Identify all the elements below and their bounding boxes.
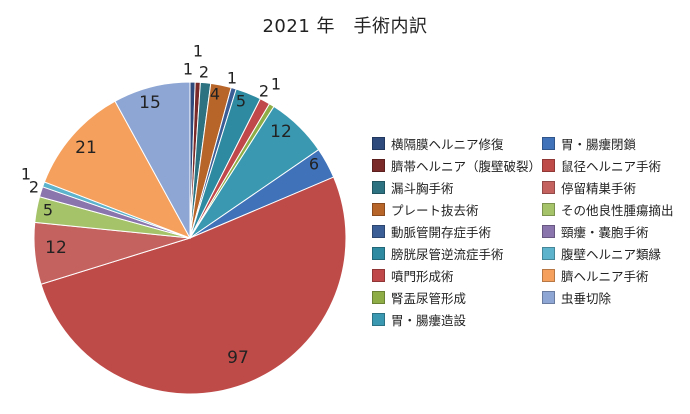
legend-label: 虫垂切除 (561, 290, 612, 306)
legend-label: 臍帯ヘルニア（腹壁破裂） (391, 158, 542, 174)
legend-label: 膀胱尿管逆流症手術 (391, 246, 504, 262)
legend-swatch (542, 158, 555, 172)
legend-item: 臍帯ヘルニア（腹壁破裂） (372, 156, 542, 174)
legend-item: 膀胱尿管逆流症手術 (372, 244, 542, 262)
legend-item: 胃・腸瘻造設 (372, 310, 542, 328)
legend-label: 噴門形成術 (391, 268, 454, 284)
legend-label: 動脈管開存症手術 (391, 224, 492, 240)
legend-label: 頸瘻・嚢胞手術 (561, 224, 649, 240)
data-label: 1 (21, 165, 31, 184)
legend-swatch (542, 268, 555, 282)
data-label: 12 (45, 238, 67, 258)
legend-item: 噴門形成術 (372, 266, 542, 284)
data-label: 2 (259, 82, 269, 101)
data-label: 1 (271, 75, 281, 94)
pie-slice (40, 176, 347, 395)
legend-item: 胃・腸瘻閉鎖 (542, 134, 682, 152)
legend-item: 停留精巣手術 (542, 178, 682, 196)
legend-label: プレート抜去術 (391, 202, 479, 218)
data-label: 6 (309, 155, 319, 174)
pie-slice (114, 81, 191, 239)
legend-label: 胃・腸瘻閉鎖 (561, 136, 637, 152)
legend-item: 腎盂尿管形成 (372, 288, 542, 306)
legend-swatch (372, 136, 385, 150)
legend-item: 臍ヘルニア手術 (542, 266, 682, 284)
legend-swatch (372, 246, 385, 260)
data-label: 1 (193, 42, 203, 61)
legend-item: 腹壁ヘルニア類縁 (542, 244, 682, 262)
legend-item: プレート抜去術 (372, 200, 542, 218)
legend-item: 動脈管開存症手術 (372, 222, 542, 240)
legend-swatch (372, 202, 385, 216)
legend-swatch (542, 180, 555, 194)
legend-item: 横隔膜ヘルニア修復 (372, 134, 542, 152)
data-label: 1 (183, 60, 193, 79)
data-label: 2 (29, 178, 39, 197)
legend-swatch (372, 290, 385, 304)
legend-swatch (542, 290, 555, 304)
pie-slice (43, 100, 192, 239)
legend-item: 虫垂切除 (542, 288, 682, 306)
legend-swatch (542, 202, 555, 216)
data-label: 15 (139, 93, 161, 113)
legend-label: 鼠径ヘルニア手術 (561, 158, 662, 174)
legend-label: 腹壁ヘルニア類縁 (561, 246, 662, 262)
legend-item: 漏斗胸手術 (372, 178, 542, 196)
legend-swatch (372, 312, 385, 326)
data-label: 1 (227, 69, 237, 88)
legend-label: その他良性腫瘍摘出 (561, 202, 674, 218)
legend-item: 鼠径ヘルニア手術 (542, 156, 682, 174)
data-label: 5 (43, 201, 53, 220)
chart-title: 2021 年 手術内訳 (262, 16, 428, 37)
legend-swatch (542, 246, 555, 260)
legend-swatch (372, 180, 385, 194)
legend-swatch (542, 136, 555, 150)
data-label: 5 (236, 92, 246, 111)
legend-label: 臍ヘルニア手術 (561, 268, 649, 284)
legend-label: 漏斗胸手術 (391, 180, 454, 196)
legend-label: 停留精巣手術 (561, 180, 637, 196)
data-label: 97 (227, 348, 249, 368)
data-label: 21 (75, 138, 97, 158)
legend-swatch (372, 224, 385, 238)
legend-item: 頸瘻・嚢胞手術 (542, 222, 682, 240)
legend-label: 腎盂尿管形成 (391, 290, 467, 306)
legend: 横隔膜ヘルニア修復 胃・腸瘻閉鎖臍帯ヘルニア（腹壁破裂） 鼠径ヘルニア手術漏斗胸手術… (372, 134, 690, 328)
legend-item: その他良性腫瘍摘出 (542, 200, 682, 218)
legend-swatch (372, 158, 385, 172)
legend-label: 横隔膜ヘルニア修復 (391, 136, 504, 152)
data-label: 4 (210, 85, 220, 104)
legend-item (542, 310, 682, 328)
data-label: 2 (199, 63, 209, 82)
legend-swatch (542, 224, 555, 238)
legend-swatch (372, 268, 385, 282)
legend-label: 胃・腸瘻造設 (391, 312, 467, 328)
data-label: 12 (270, 122, 292, 142)
